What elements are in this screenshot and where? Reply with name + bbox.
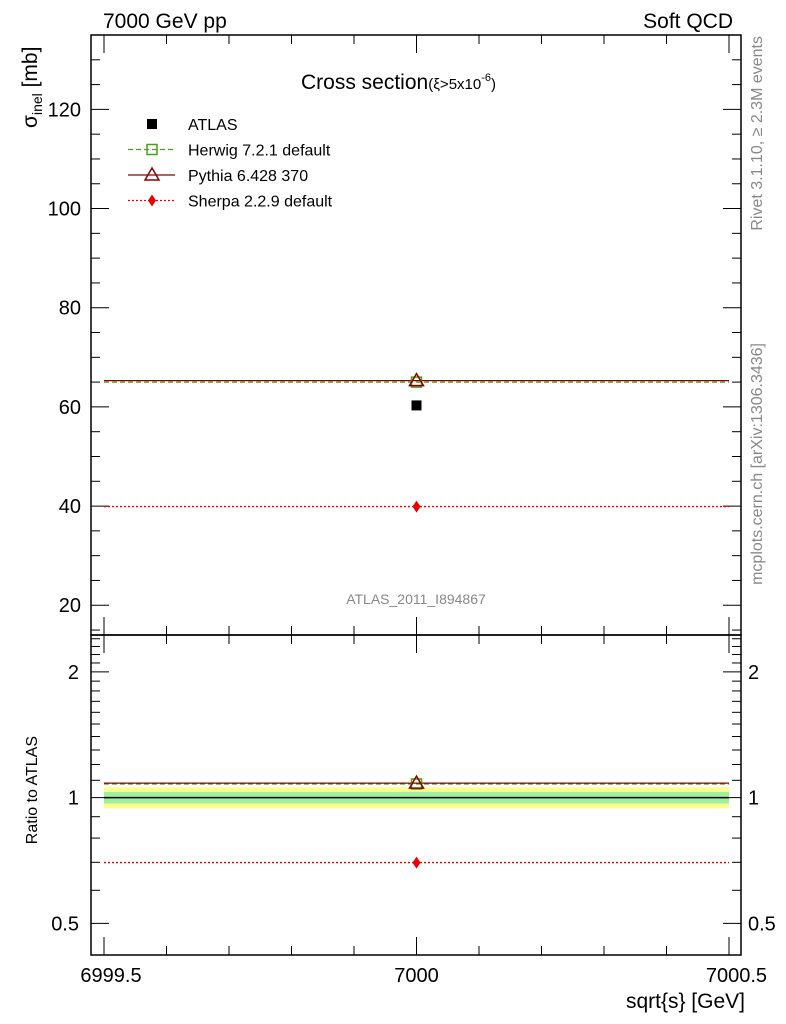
legend-marker: [147, 119, 157, 129]
header-right: Soft QCD: [643, 10, 733, 33]
x-axis-label: sqrt{s} [GeV]: [626, 990, 745, 1013]
main-point-sherpa: [412, 500, 421, 513]
main-point-pythia: [408, 372, 425, 387]
ratio-panel: 0.5 0.5 1 1 2 2 6999.5 7000 7000.5 Ratio to ATL…: [24, 634, 776, 1013]
ratio-x-tick-label: 7000.5: [706, 965, 767, 987]
ratio-series: [104, 774, 729, 869]
ratio-y-tick-label-left: 2: [68, 662, 79, 684]
ratio-y-axis-label: Ratio to ATLAS: [24, 736, 41, 844]
main-y-tick-label: 20: [59, 595, 81, 617]
ratio-bands: [104, 787, 729, 809]
ratio-y-tick-label-right: 0.5: [748, 913, 776, 935]
main-y-tick-label: 80: [59, 298, 81, 320]
legend-label: Pythia 6.428 370: [188, 168, 308, 185]
ratio-x-tick-label: 6999.5: [80, 965, 141, 987]
main-y-tick-label: 100: [48, 199, 81, 221]
main-series: [104, 372, 729, 513]
legend-marker: [148, 194, 156, 207]
main-y-axis-label: σinel [mb]: [19, 47, 45, 128]
ratio-y-tick-label-left: 0.5: [51, 913, 79, 935]
svg-text:σinel [mb]: σinel [mb]: [19, 47, 45, 128]
ratio-y-tick-labels: 0.5 0.5 1 1 2 2: [51, 662, 776, 936]
rivet-text: Rivet 3.1.10, ≥ 2.3M events: [749, 36, 766, 231]
main-panel: 20 40 60 80 100 120 σinel [mb] Cross section(…: [19, 34, 742, 636]
ratio-point-pythia: [408, 774, 425, 789]
legend-marker: [146, 143, 158, 156]
main-y-tick-label: 40: [59, 496, 81, 518]
ratio-y-tick-label-left: 1: [68, 788, 79, 810]
analysis-watermark: ATLAS_2011_I894867: [346, 591, 486, 607]
main-y-ticks: [91, 34, 741, 631]
legend-marker: [143, 166, 161, 181]
main-point-atlas: [411, 400, 422, 411]
legend-label: Sherpa 2.2.9 default: [188, 194, 333, 211]
main-y-tick-label: 120: [48, 99, 81, 121]
ratio-y-tick-label-right: 2: [748, 662, 759, 684]
main-y-tick-label: 60: [59, 397, 81, 419]
ratio-y-ticks: [91, 638, 741, 924]
ratio-x-tick-label: 7000: [394, 965, 439, 987]
mcplots-text: mcplots.cern.ch [arXiv:1306.3436]: [749, 343, 766, 585]
legend: ATLAS Herwig 7.2.1 default Pythia 6.428 37…: [128, 117, 333, 211]
main-title: Cross section(ξ>5x10-6): [301, 71, 496, 94]
header-left: 7000 GeV pp: [103, 10, 227, 33]
ratio-y-tick-label-right: 1: [748, 788, 759, 810]
ratio-x-ticks: [103, 635, 730, 955]
main-y-tick-labels: 20 40 60 80 100 120: [48, 99, 81, 617]
main-x-ticks: [103, 35, 730, 635]
ratio-point-sherpa: [412, 856, 421, 869]
legend-label: Herwig 7.2.1 default: [188, 143, 331, 160]
legend-label: ATLAS: [188, 117, 238, 134]
ratio-x-tick-labels: 6999.5 7000 7000.5: [80, 965, 767, 987]
